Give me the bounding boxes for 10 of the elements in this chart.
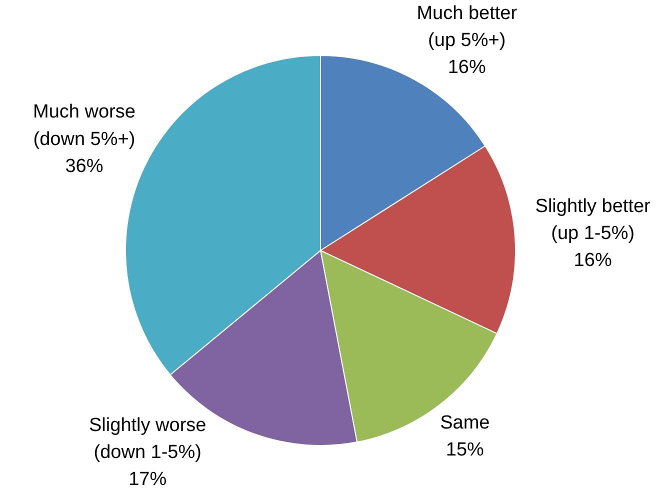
data-label: 15% <box>446 440 484 461</box>
data-label: 16% <box>448 57 486 78</box>
slice-label: Same <box>440 412 490 434</box>
data-label: 17% <box>128 469 167 490</box>
data-label: 16% <box>574 250 612 271</box>
slice-label: Slightly worse (down 1-5%) <box>89 414 206 464</box>
data-label: 36% <box>65 156 104 177</box>
slice-label: Slightly better (up 1-5%) <box>535 196 652 244</box>
slice-label: Much worse (down 5%+) <box>33 102 136 150</box>
slice-label: Much better (up 5%+) <box>416 2 518 51</box>
